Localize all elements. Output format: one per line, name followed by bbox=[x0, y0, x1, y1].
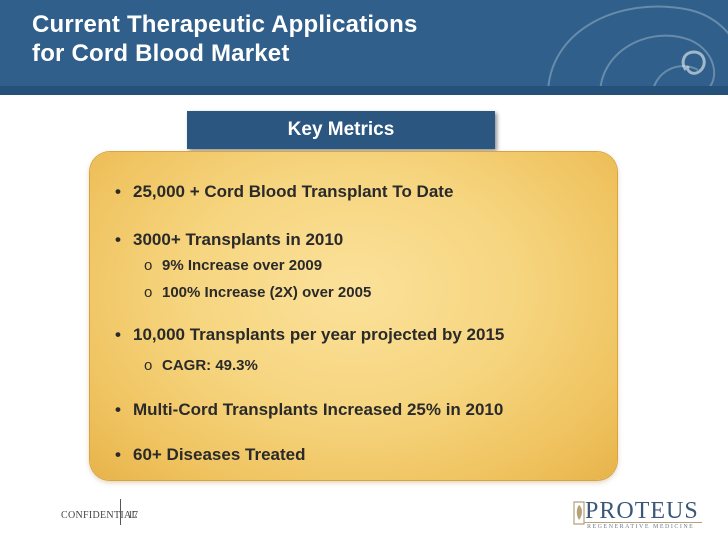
bullet-text: 3000+ Transplants in 2010 bbox=[133, 230, 344, 249]
key-metrics-label: Key Metrics bbox=[287, 119, 395, 140]
sub-bullet-text: CAGR: 49.3% bbox=[162, 357, 258, 374]
bullet-text: 25,000 + Cord Blood Transplant To Date bbox=[133, 182, 454, 201]
footer-divider bbox=[120, 499, 121, 525]
bullet-text: 60+ Diseases Treated bbox=[133, 445, 306, 464]
sub-bullet-text: 100% Increase (2X) over 2005 bbox=[162, 284, 372, 301]
bullet-marker: • bbox=[115, 445, 121, 464]
sub-bullet-marker: o bbox=[144, 257, 153, 274]
slide-header: Current Therapeutic Applications for Cor… bbox=[0, 0, 728, 95]
logo-tagline: REGENERATIVE MEDICINE bbox=[587, 524, 695, 530]
slide-title: Current Therapeutic Applications for Cor… bbox=[32, 10, 418, 68]
metrics-panel bbox=[90, 152, 617, 480]
proteus-logo-text: PROTEUS bbox=[585, 498, 699, 524]
bullet-marker: • bbox=[115, 325, 121, 344]
header-shade bbox=[0, 86, 728, 95]
page-number: 17 bbox=[128, 510, 138, 521]
bullet-marker: • bbox=[115, 230, 121, 249]
confidential-label: CONFIDENTIAL bbox=[61, 510, 138, 521]
sub-bullet-marker: o bbox=[144, 357, 153, 374]
sub-bullet-marker: o bbox=[144, 284, 153, 301]
title-line-2: for Cord Blood Market bbox=[32, 40, 290, 67]
bullet-marker: • bbox=[115, 400, 121, 419]
bullet-marker: • bbox=[115, 182, 121, 201]
logo-rule bbox=[584, 522, 702, 523]
sub-bullet-text: 9% Increase over 2009 bbox=[162, 257, 323, 274]
key-metrics-banner: Key Metrics bbox=[187, 111, 495, 149]
proteus-logo-icon bbox=[573, 501, 585, 525]
bullet-text: 10,000 Transplants per year projected by… bbox=[133, 325, 505, 344]
bullet-text: Multi-Cord Transplants Increased 25% in … bbox=[133, 400, 504, 419]
title-line-1: Current Therapeutic Applications bbox=[32, 11, 418, 38]
